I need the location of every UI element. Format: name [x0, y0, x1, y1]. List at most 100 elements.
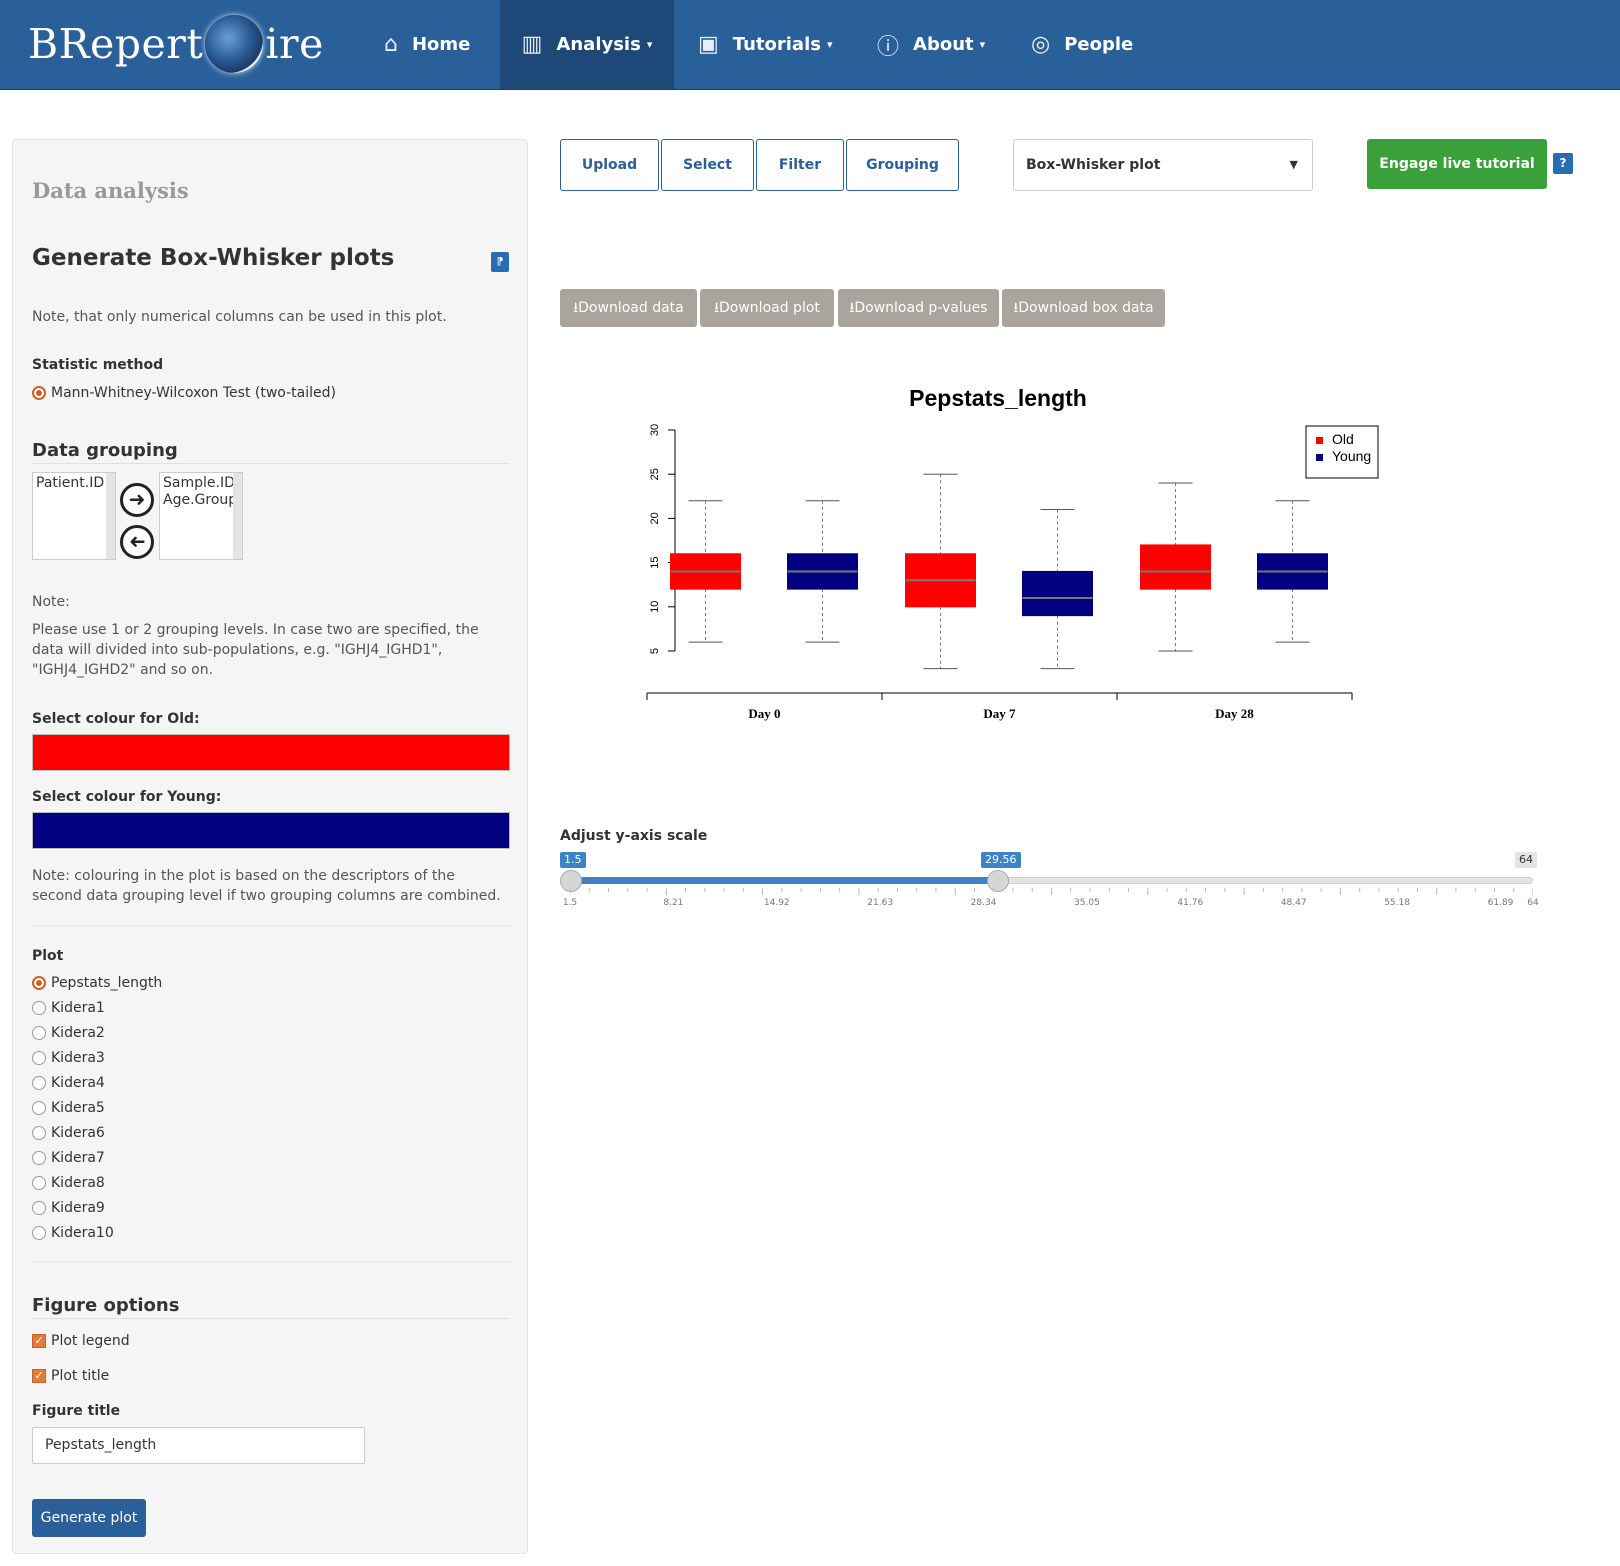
- y-tick-label: 20: [649, 512, 661, 524]
- radio-button[interactable]: [32, 1175, 46, 1190]
- nav-home[interactable]: ⌂ Home: [384, 0, 494, 89]
- navbar: BRepert ire ⌂ Home ▥ Analysis ▾ ▣ Tutori…: [0, 0, 1620, 90]
- download-data-label: Download data: [578, 300, 684, 316]
- radio-button[interactable]: [32, 1150, 46, 1165]
- slider-tick-label: 48.47: [1280, 898, 1307, 908]
- colour-old-picker[interactable]: [32, 734, 510, 771]
- plot-option[interactable]: Kidera1: [32, 995, 162, 1020]
- engage-tutorial-button[interactable]: Engage live tutorial: [1367, 139, 1547, 189]
- plot-option[interactable]: Kidera6: [32, 1120, 162, 1145]
- plot-legend-checkbox[interactable]: ✓ Plot legend: [32, 1328, 130, 1353]
- list-scrollbar[interactable]: [233, 473, 242, 559]
- slider-handle-to[interactable]: [987, 870, 1009, 892]
- tab-upload[interactable]: Upload: [560, 139, 659, 191]
- list-item[interactable]: Sample.ID: [163, 475, 235, 491]
- plot-type-value: Box-Whisker plot: [1026, 157, 1161, 173]
- chevron-down-icon: ▼: [1289, 158, 1298, 171]
- colour-young-label: Select colour for Young:: [32, 789, 222, 805]
- download-icon: ⭳: [849, 300, 855, 316]
- slider-tick-label: 1.5: [562, 898, 578, 908]
- plot-option[interactable]: Kidera4: [32, 1070, 162, 1095]
- bar-chart-icon: ▥: [521, 32, 543, 57]
- grouping-available-list[interactable]: Patient.ID: [32, 472, 116, 560]
- divider: [32, 925, 510, 926]
- radio-button[interactable]: [32, 1125, 46, 1140]
- grouping-selected-list[interactable]: Sample.ID Age.Group: [159, 472, 243, 560]
- radio-selected[interactable]: [32, 385, 46, 400]
- box-old: [1140, 544, 1211, 590]
- nav-people[interactable]: ◎ People: [1031, 0, 1133, 89]
- grouping-note-label: Note:: [32, 594, 70, 610]
- tutorial-help-button[interactable]: ?: [1553, 153, 1573, 174]
- legend-label: Young: [1332, 448, 1371, 464]
- slider-tick-label: 21.63: [867, 898, 894, 908]
- plot-type-select[interactable]: Box-Whisker plot ▼: [1013, 139, 1313, 191]
- move-right-button[interactable]: ➜: [120, 483, 154, 517]
- radio-button[interactable]: [32, 1225, 46, 1240]
- radio-button[interactable]: [32, 1050, 46, 1065]
- plot-option[interactable]: Kidera10: [32, 1220, 162, 1245]
- caret-down-icon: ▾: [979, 38, 986, 51]
- person-icon: ◎: [1031, 32, 1051, 57]
- tab-select[interactable]: Select: [661, 139, 754, 191]
- plot-title-checkbox[interactable]: ✓ Plot title: [32, 1363, 109, 1388]
- slider-handle-from[interactable]: [560, 870, 582, 892]
- plot-option[interactable]: Pepstats_length: [32, 970, 162, 995]
- plot-option[interactable]: Kidera2: [32, 1020, 162, 1045]
- legend-swatch: [1316, 437, 1323, 444]
- slider-tick-label: 8.21: [663, 898, 684, 908]
- radio-button[interactable]: [32, 1075, 46, 1090]
- radio-button[interactable]: [32, 1100, 46, 1115]
- download-plot-button[interactable]: ⭳Download plot: [700, 289, 834, 327]
- tab-grouping[interactable]: Grouping: [846, 139, 959, 191]
- figure-title-input[interactable]: Pepstats_length: [32, 1427, 365, 1464]
- move-left-button[interactable]: ➜: [120, 525, 154, 559]
- list-scrollbar[interactable]: [106, 473, 115, 559]
- radio-button[interactable]: [32, 1200, 46, 1215]
- sidebar-header: Data analysis: [32, 178, 189, 203]
- download-pvalues-button[interactable]: ⭳Download p-values: [838, 289, 999, 327]
- data-grouping-header: Data grouping: [32, 440, 510, 464]
- y-axis-slider-label: Adjust y-axis scale: [560, 828, 708, 844]
- figure-title-label: Figure title: [32, 1403, 121, 1419]
- plot-option[interactable]: Kidera3: [32, 1045, 162, 1070]
- plot-option-label: Kidera9: [51, 1199, 105, 1216]
- colour-young-picker[interactable]: [32, 812, 510, 849]
- globe-logo-icon: [205, 15, 264, 73]
- slider-tick-label: 41.76: [1177, 898, 1204, 908]
- nav-analysis-label: Analysis: [556, 34, 641, 55]
- plot-option-label: Kidera2: [51, 1024, 105, 1041]
- y-tick-label: 30: [649, 424, 661, 436]
- plot-option[interactable]: Kidera7: [32, 1145, 162, 1170]
- nav-tutorials[interactable]: ▣ Tutorials ▾: [698, 0, 833, 89]
- statistic-option[interactable]: Mann-Whitney-Wilcoxon Test (two-tailed): [32, 380, 336, 405]
- slider-grid: [570, 888, 1533, 895]
- plot-option[interactable]: Kidera5: [32, 1095, 162, 1120]
- statistic-label: Statistic method: [32, 357, 164, 373]
- download-box-data-button[interactable]: ⭳Download box data: [1002, 289, 1165, 327]
- plot-option[interactable]: Kidera9: [32, 1195, 162, 1220]
- radio-button[interactable]: [32, 1025, 46, 1040]
- plot-legend-label: Plot legend: [51, 1332, 130, 1349]
- colour-old-label: Select colour for Old:: [32, 711, 200, 727]
- download-icon: ⭳: [714, 300, 720, 316]
- help-icon[interactable]: ⁋: [491, 252, 509, 272]
- list-item[interactable]: Patient.ID: [36, 475, 105, 491]
- plot-option-label: Kidera6: [51, 1124, 105, 1141]
- slider-fill: [570, 877, 998, 884]
- nav-about[interactable]: ⓘ About ▾: [877, 0, 985, 89]
- plot-option-label: Kidera1: [51, 999, 105, 1016]
- plot-option[interactable]: Kidera8: [32, 1170, 162, 1195]
- generate-plot-button[interactable]: Generate plot: [32, 1499, 146, 1537]
- download-data-button[interactable]: ⭳Download data: [560, 289, 697, 327]
- radio-button[interactable]: [32, 975, 46, 990]
- brand-logo[interactable]: BRepert ire: [28, 14, 324, 74]
- list-item[interactable]: Age.Group: [163, 492, 238, 508]
- nav-analysis[interactable]: ▥ Analysis ▾: [500, 0, 674, 89]
- check-icon[interactable]: ✓: [32, 1333, 46, 1348]
- slider-max-badge: 64: [1515, 852, 1537, 868]
- tab-filter[interactable]: Filter: [756, 139, 844, 191]
- check-icon[interactable]: ✓: [32, 1368, 46, 1383]
- radio-button[interactable]: [32, 1000, 46, 1015]
- x-tick-label: Day 7: [983, 706, 1016, 721]
